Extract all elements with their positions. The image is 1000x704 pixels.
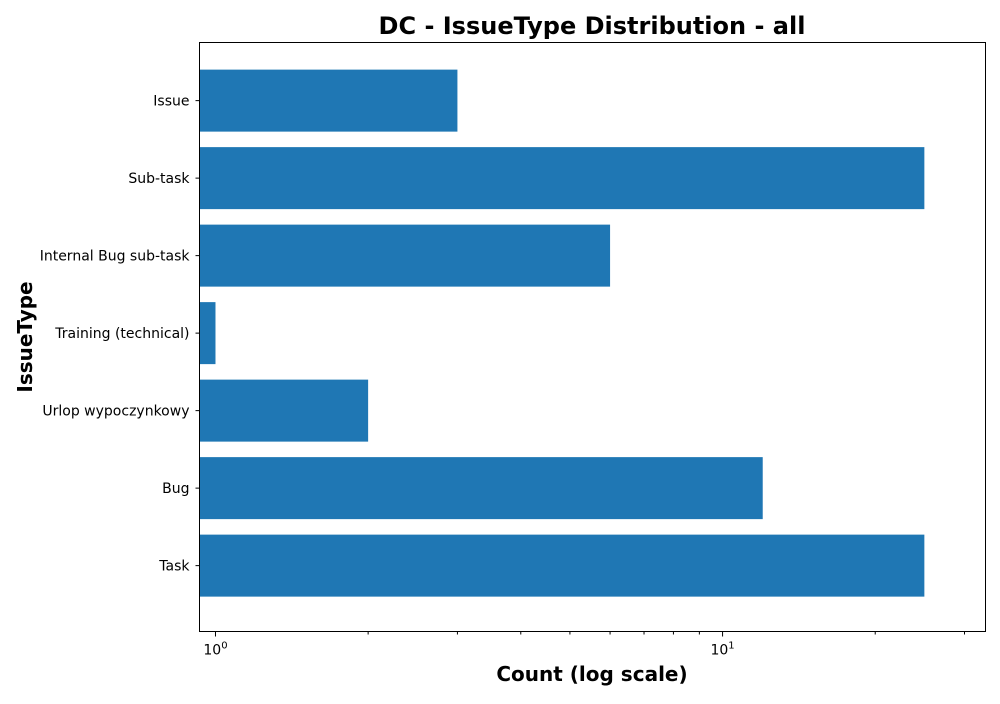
bar-urlop-wypoczynkowy [199, 379, 369, 442]
x-tick-label: 100 [203, 641, 227, 659]
y-tick-label-issue: Issue [153, 94, 189, 110]
bar-training-technical [199, 302, 216, 365]
y-tick-label-internal-bug-sub-task: Internal Bug sub-task [40, 249, 191, 265]
bars-layer [199, 69, 925, 597]
bar-bug [199, 457, 763, 520]
y-tick-label-task: Task [158, 559, 190, 575]
y-tick-label-bug: Bug [162, 481, 189, 497]
bar-task [199, 534, 925, 597]
x-axis-label: Count (log scale) [496, 662, 687, 686]
bar-internal-bug-sub-task [199, 224, 611, 287]
x-tick-label: 101 [710, 641, 734, 659]
y-tick-label-urlop-wypoczynkowy: Urlop wypoczynkowy [42, 404, 189, 420]
chart-title: DC - IssueType Distribution - all [379, 12, 806, 40]
x-ticks-layer: 100 101 [203, 631, 966, 659]
y-tick-label-training-technical: Training (technical) [54, 326, 189, 342]
bar-issue [199, 69, 458, 132]
plot-frame [199, 42, 986, 632]
y-axis-label: IssueType [13, 281, 37, 392]
y-ticks-layer: Issue Sub-task Internal Bug sub-task Traini… [40, 94, 200, 575]
y-tick-label-sub-task: Sub-task [128, 171, 190, 187]
bar-sub-task [199, 147, 925, 210]
